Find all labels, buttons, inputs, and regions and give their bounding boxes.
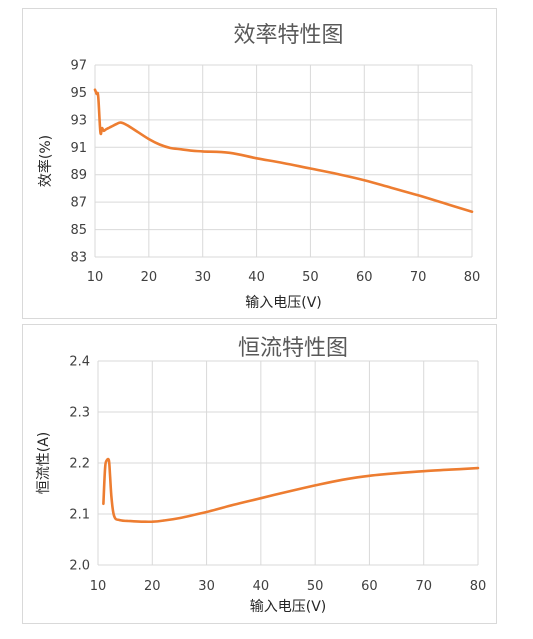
efficiency-chart: 效率特性图 83 85 87 89 91 93 95 97 10 20 30 40 50 60 70 80 输入电… xyxy=(37,23,481,311)
y-tick-label: 2.0 xyxy=(69,559,90,574)
x-axis-label: 输入电压(V) xyxy=(245,295,322,311)
chart-title: 效率特性图 xyxy=(233,23,343,48)
x-tick-label: 20 xyxy=(141,270,158,285)
y-axis-label: 效率(%) xyxy=(37,135,54,187)
x-tick-label: 10 xyxy=(90,579,107,594)
constant-current-chart-panel: 恒流特性图 2.0 2.1 2.2 2.3 2.4 10 20 30 40 50 60 70 80 输入电压… xyxy=(22,324,497,624)
y-tick-label: 85 xyxy=(70,223,87,238)
y-tick-label: 89 xyxy=(70,168,87,183)
x-tick-label: 80 xyxy=(470,579,487,594)
y-tick-label: 2.2 xyxy=(69,457,90,472)
y-tick-label: 93 xyxy=(70,113,87,128)
x-tick-label: 40 xyxy=(253,579,270,594)
chart-title: 恒流特性图 xyxy=(238,336,348,361)
y-tick-label: 95 xyxy=(70,86,87,101)
series-line xyxy=(102,457,480,524)
y-tick-label: 87 xyxy=(70,196,87,211)
x-tick-label: 20 xyxy=(144,579,161,594)
y-axis-label: 恒流性(A) xyxy=(36,432,52,495)
y-tick-label: 91 xyxy=(70,141,87,156)
x-tick-label: 50 xyxy=(302,270,319,285)
constant-current-chart: 恒流特性图 2.0 2.1 2.2 2.3 2.4 10 20 30 40 50 60 70 80 输入电压… xyxy=(36,336,487,615)
y-tick-label: 97 xyxy=(70,59,87,74)
x-tick-label: 70 xyxy=(415,579,432,594)
y-tick-label: 2.3 xyxy=(69,406,90,421)
x-tick-label: 60 xyxy=(356,270,373,285)
x-tick-label: 80 xyxy=(464,270,481,285)
efficiency-chart-panel: 效率特性图 83 85 87 89 91 93 95 97 10 20 30 40 50 60 70 80 输入电… xyxy=(22,8,497,319)
y-tick-label: 2.4 xyxy=(69,355,90,370)
x-axis-label: 输入电压(V) xyxy=(250,599,327,615)
series-line xyxy=(93,88,474,213)
x-tick-label: 50 xyxy=(307,579,324,594)
x-tick-label: 60 xyxy=(361,579,378,594)
y-tick-label: 2.1 xyxy=(69,508,90,523)
x-tick-label: 30 xyxy=(194,270,211,285)
x-tick-label: 30 xyxy=(198,579,215,594)
x-tick-label: 70 xyxy=(410,270,427,285)
x-tick-label: 10 xyxy=(87,270,104,285)
x-tick-label: 40 xyxy=(248,270,265,285)
y-tick-label: 83 xyxy=(70,251,87,266)
